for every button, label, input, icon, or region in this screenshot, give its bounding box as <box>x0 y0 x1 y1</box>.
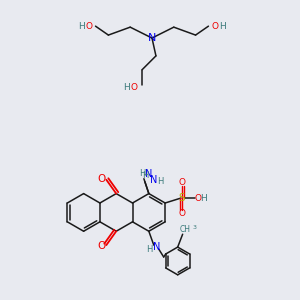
Text: O: O <box>97 174 106 184</box>
Text: N: N <box>148 33 156 43</box>
Text: H: H <box>139 169 145 178</box>
Text: O: O <box>85 22 92 31</box>
Text: S: S <box>179 193 185 203</box>
Text: O: O <box>97 241 106 251</box>
Text: O: O <box>130 83 138 92</box>
Text: H: H <box>146 244 152 253</box>
Text: H: H <box>219 22 226 31</box>
Text: 3: 3 <box>193 225 196 230</box>
Text: O: O <box>178 209 185 218</box>
Text: CH: CH <box>180 225 191 234</box>
Text: H: H <box>142 171 148 180</box>
Text: H: H <box>123 83 130 92</box>
Text: H: H <box>158 177 164 186</box>
Text: H: H <box>200 194 207 202</box>
Text: N: N <box>150 175 158 185</box>
Text: O: O <box>178 178 185 187</box>
Text: O: O <box>212 22 219 31</box>
Text: H: H <box>78 22 85 31</box>
Text: N: N <box>145 169 152 179</box>
Text: O: O <box>194 194 201 202</box>
Text: N: N <box>153 242 160 252</box>
